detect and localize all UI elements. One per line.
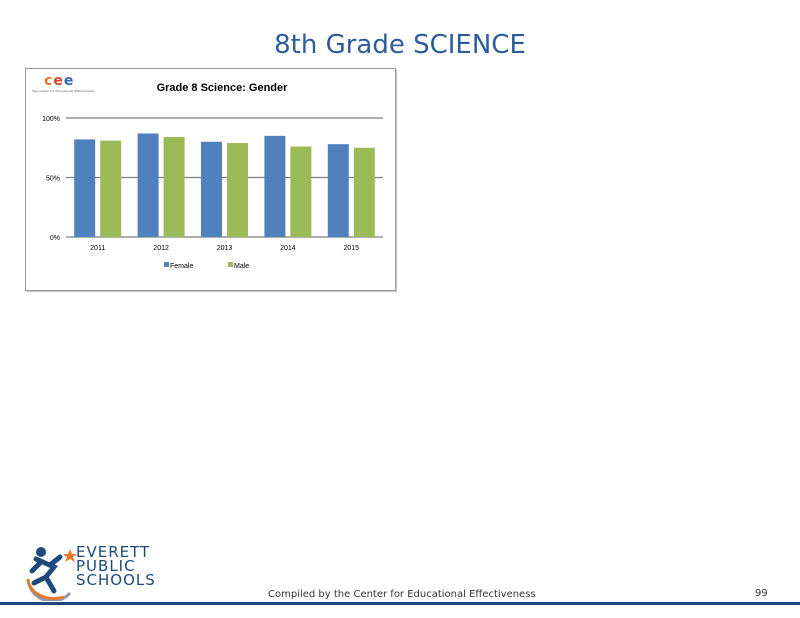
chart-frame: cee The Center for Educational Effective… [25,68,396,291]
y-tick-label: 100% [42,116,60,123]
bar-female-2012 [137,133,159,237]
footer-rule [0,602,800,605]
bar-male-2013 [227,142,248,237]
footer-credit: Compiled by the Center for Educational E… [268,589,536,600]
x-tick-label: 2015 [344,245,360,252]
everett-public-schools-logo: EVERETT PUBLIC SCHOOLS [24,543,164,603]
x-tick-label: 2011 [90,245,105,252]
bar-female-2015 [327,144,349,237]
bar-female-2013 [201,141,222,237]
y-tick-label: 50% [46,176,60,183]
runner-globe-icon [26,547,77,603]
legend-swatch-female [164,262,169,267]
y-tick-label: 0% [50,235,60,242]
district-name-line-1: EVERETT [76,543,151,561]
district-name-line-2: PUBLIC [76,557,136,575]
x-tick-label: 2012 [153,245,169,252]
cee-logo-letters: cee [44,74,74,88]
bar-female-2011 [74,139,96,237]
cee-letter-e1: e [53,73,64,89]
bar-male-2011 [100,140,122,237]
legend-label-male: Male [234,263,249,270]
bar-chart: Grade 8 Science: Gender 0% 50% 100% 2011 2012… [42,82,383,270]
district-name: EVERETT PUBLIC SCHOOLS [76,543,156,589]
slide-title: 8th Grade SCIENCE [274,30,526,60]
legend-swatch-male [228,262,233,267]
bar-male-2015 [353,147,375,237]
cee-letter-e2: e [63,73,75,89]
cee-logo-subtitle: The Center for Educational Effectiveness [32,89,95,93]
legend-label-female: Female [170,263,193,270]
page-number: 99 [755,588,768,599]
chart-title: Grade 8 Science: Gender [157,82,289,94]
cee-logo: cee The Center for Educational Effective… [32,74,112,94]
bar-male-2012 [163,137,185,237]
bar-female-2014 [264,135,286,237]
cee-letter-c: c [44,73,54,89]
district-name-line-3: SCHOOLS [76,571,156,589]
bar-male-2014 [290,146,312,237]
x-tick-label: 2014 [280,245,296,252]
x-tick-label: 2013 [217,245,233,252]
